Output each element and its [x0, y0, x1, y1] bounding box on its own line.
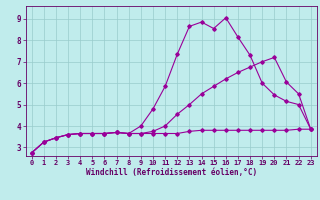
X-axis label: Windchill (Refroidissement éolien,°C): Windchill (Refroidissement éolien,°C)	[86, 168, 257, 177]
